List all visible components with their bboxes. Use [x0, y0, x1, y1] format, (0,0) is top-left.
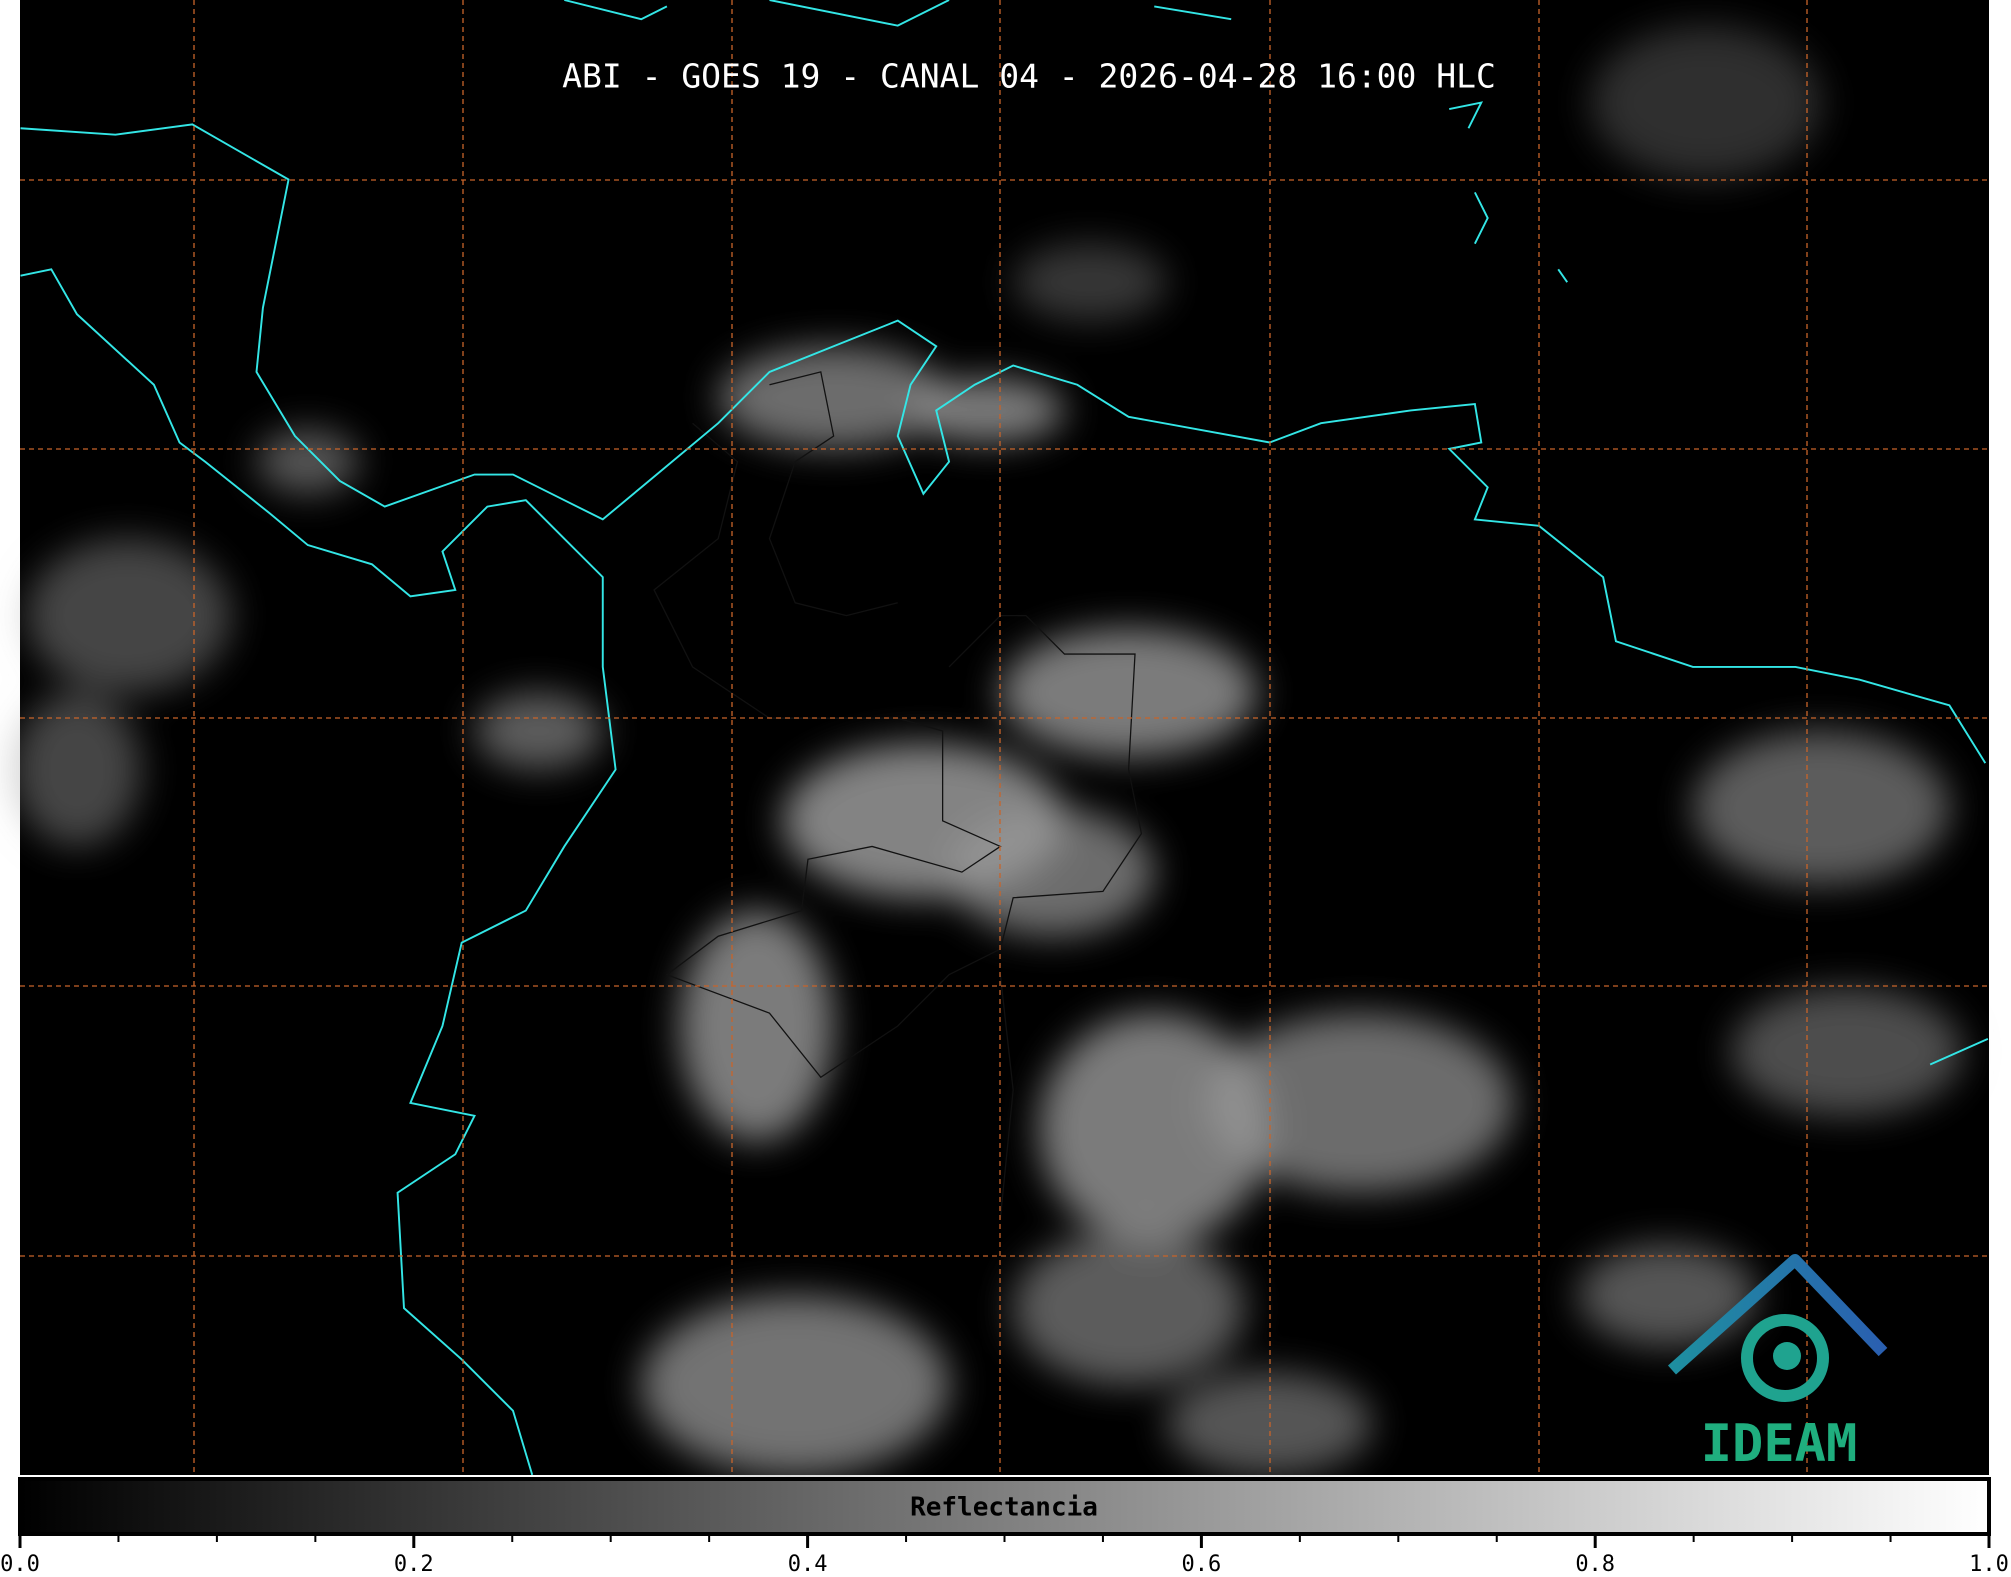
colorbar-tick-label: 0.2 — [394, 1552, 434, 1577]
coastlines — [20, 0, 1989, 1476]
colorbar-tick-label: 0.0 — [0, 1552, 40, 1577]
map-layer — [12, 0, 1989, 1476]
ideam-logo: IDEAM — [1668, 1254, 1888, 1474]
colorbar-tick-label: 0.6 — [1182, 1552, 1222, 1577]
colorbar-ticks: 0.0 0.2 0.4 0.6 0.8 1.0 — [0, 1534, 2009, 1577]
clouds — [12, 25, 1963, 1475]
map-background — [20, 0, 1989, 1475]
colorbar-tick-label: 0.4 — [788, 1552, 828, 1577]
colorbar-tick-label: 1.0 — [1969, 1552, 2009, 1577]
logo-text: IDEAM — [1701, 1414, 1858, 1474]
colorbar-tick-label: 0.8 — [1575, 1552, 1615, 1577]
map-title: ABI - GOES 19 - CANAL 04 - 2026-04-28 16… — [562, 57, 1496, 96]
colorbar-label: Reflectancia — [910, 1493, 1098, 1523]
colorbar — [18, 1477, 1991, 1536]
graticule — [20, 0, 1989, 1475]
